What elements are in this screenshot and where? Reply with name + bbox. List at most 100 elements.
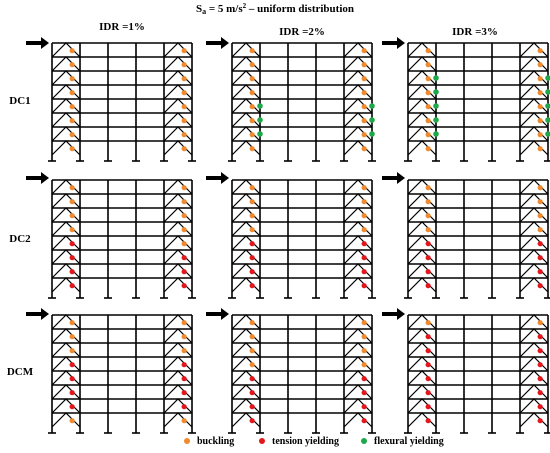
chevron-brace xyxy=(231,221,261,237)
chevron-brace xyxy=(519,398,549,414)
chevron-brace xyxy=(519,356,549,372)
tension-yielding-marker xyxy=(249,255,255,261)
tension-yielding-marker xyxy=(537,283,543,289)
buckling-marker xyxy=(361,320,367,326)
chevron-brace xyxy=(343,370,373,386)
chevron-brace xyxy=(163,384,193,400)
buckling-marker xyxy=(537,213,543,219)
chevron-brace xyxy=(51,249,81,265)
chevron-brace xyxy=(51,98,81,114)
buckling-marker xyxy=(361,118,367,124)
chevron-brace xyxy=(343,193,373,209)
frame-dcm-idr-2 xyxy=(206,308,376,434)
buckling-marker xyxy=(361,334,367,340)
tension-yielding-marker xyxy=(69,376,75,382)
chevron-brace xyxy=(343,398,373,414)
chevron-brace xyxy=(343,42,373,58)
chevron-brace xyxy=(231,356,261,372)
chevron-brace xyxy=(343,84,373,100)
chevron-brace xyxy=(163,140,193,156)
chevron-brace xyxy=(231,84,261,100)
chevron-brace xyxy=(343,207,373,223)
chevron-brace xyxy=(51,56,81,72)
tension-yielding-marker xyxy=(537,348,543,354)
buckling-marker xyxy=(249,199,255,205)
chevron-brace xyxy=(343,98,373,114)
buckling-marker xyxy=(361,48,367,54)
flexural-yielding-marker xyxy=(369,131,375,137)
tension-yielding-marker xyxy=(361,404,367,410)
chevron-brace xyxy=(231,277,261,293)
chevron-brace xyxy=(407,263,437,279)
tension-yielding-marker xyxy=(69,390,75,396)
buckling-marker xyxy=(361,348,367,354)
buckling-marker xyxy=(537,76,543,82)
buckling-marker xyxy=(69,213,75,219)
chevron-brace xyxy=(343,249,373,265)
tension-yielding-marker xyxy=(425,348,431,354)
legend-label-tension-yielding: tension yielding xyxy=(272,436,339,447)
buckling-marker xyxy=(181,227,187,233)
chevron-brace xyxy=(519,370,549,386)
chevron-brace xyxy=(407,207,437,223)
buckling-marker xyxy=(249,213,255,219)
tension-yielding-marker xyxy=(181,269,187,275)
chevron-brace xyxy=(519,314,549,330)
buckling-marker xyxy=(69,320,75,326)
chevron-brace xyxy=(407,328,437,344)
buckling-marker xyxy=(69,185,75,191)
legend-marker-buckling xyxy=(184,438,190,444)
load-arrow-head xyxy=(397,308,405,320)
buckling-marker xyxy=(181,213,187,219)
chevron-brace xyxy=(519,70,549,86)
tension-yielding-marker xyxy=(425,404,431,410)
buckling-marker xyxy=(249,334,255,340)
chevron-brace xyxy=(231,384,261,400)
tension-yielding-marker xyxy=(361,390,367,396)
buckling-marker xyxy=(361,90,367,96)
chevron-brace xyxy=(231,314,261,330)
chevron-brace xyxy=(343,126,373,142)
column-label-idr-3: IDR =3% xyxy=(452,26,498,38)
buckling-marker xyxy=(425,185,431,191)
tension-yielding-marker xyxy=(361,283,367,289)
chevron-brace xyxy=(407,235,437,251)
buckling-marker xyxy=(181,199,187,205)
tension-yielding-marker xyxy=(537,418,543,424)
frame-dcm-idr-3 xyxy=(382,308,550,434)
chevron-brace xyxy=(51,193,81,209)
chevron-brace xyxy=(343,314,373,330)
tension-yielding-marker xyxy=(69,241,75,247)
chevron-brace xyxy=(231,140,261,156)
chevron-brace xyxy=(51,207,81,223)
tension-yielding-marker xyxy=(69,255,75,261)
chevron-brace xyxy=(231,398,261,414)
chevron-brace xyxy=(163,328,193,344)
tension-yielding-marker xyxy=(425,334,431,340)
chevron-brace xyxy=(343,235,373,251)
frame-panels xyxy=(26,37,550,434)
row-label-dc2: DC2 xyxy=(9,233,31,245)
chevron-brace xyxy=(163,398,193,414)
legend-marker-tension-yielding xyxy=(259,438,265,444)
buckling-marker xyxy=(361,185,367,191)
buckling-marker xyxy=(181,146,187,152)
buckling-marker xyxy=(249,48,255,54)
load-arrow-head xyxy=(41,308,49,320)
chevron-brace xyxy=(231,412,261,428)
frame-dc2-idr-2 xyxy=(206,172,376,299)
tension-yielding-marker xyxy=(537,376,543,382)
load-arrow-head xyxy=(397,37,405,49)
buckling-marker xyxy=(537,90,543,96)
buckling-marker xyxy=(249,76,255,82)
buckling-marker xyxy=(425,104,431,110)
flexural-yielding-marker xyxy=(257,103,263,109)
buckling-marker xyxy=(249,227,255,233)
tension-yielding-marker xyxy=(69,362,75,368)
chevron-brace xyxy=(519,342,549,358)
buckling-marker xyxy=(69,76,75,82)
buckling-marker xyxy=(425,199,431,205)
buckling-marker xyxy=(249,90,255,96)
chevron-brace xyxy=(343,384,373,400)
chevron-brace xyxy=(163,112,193,128)
